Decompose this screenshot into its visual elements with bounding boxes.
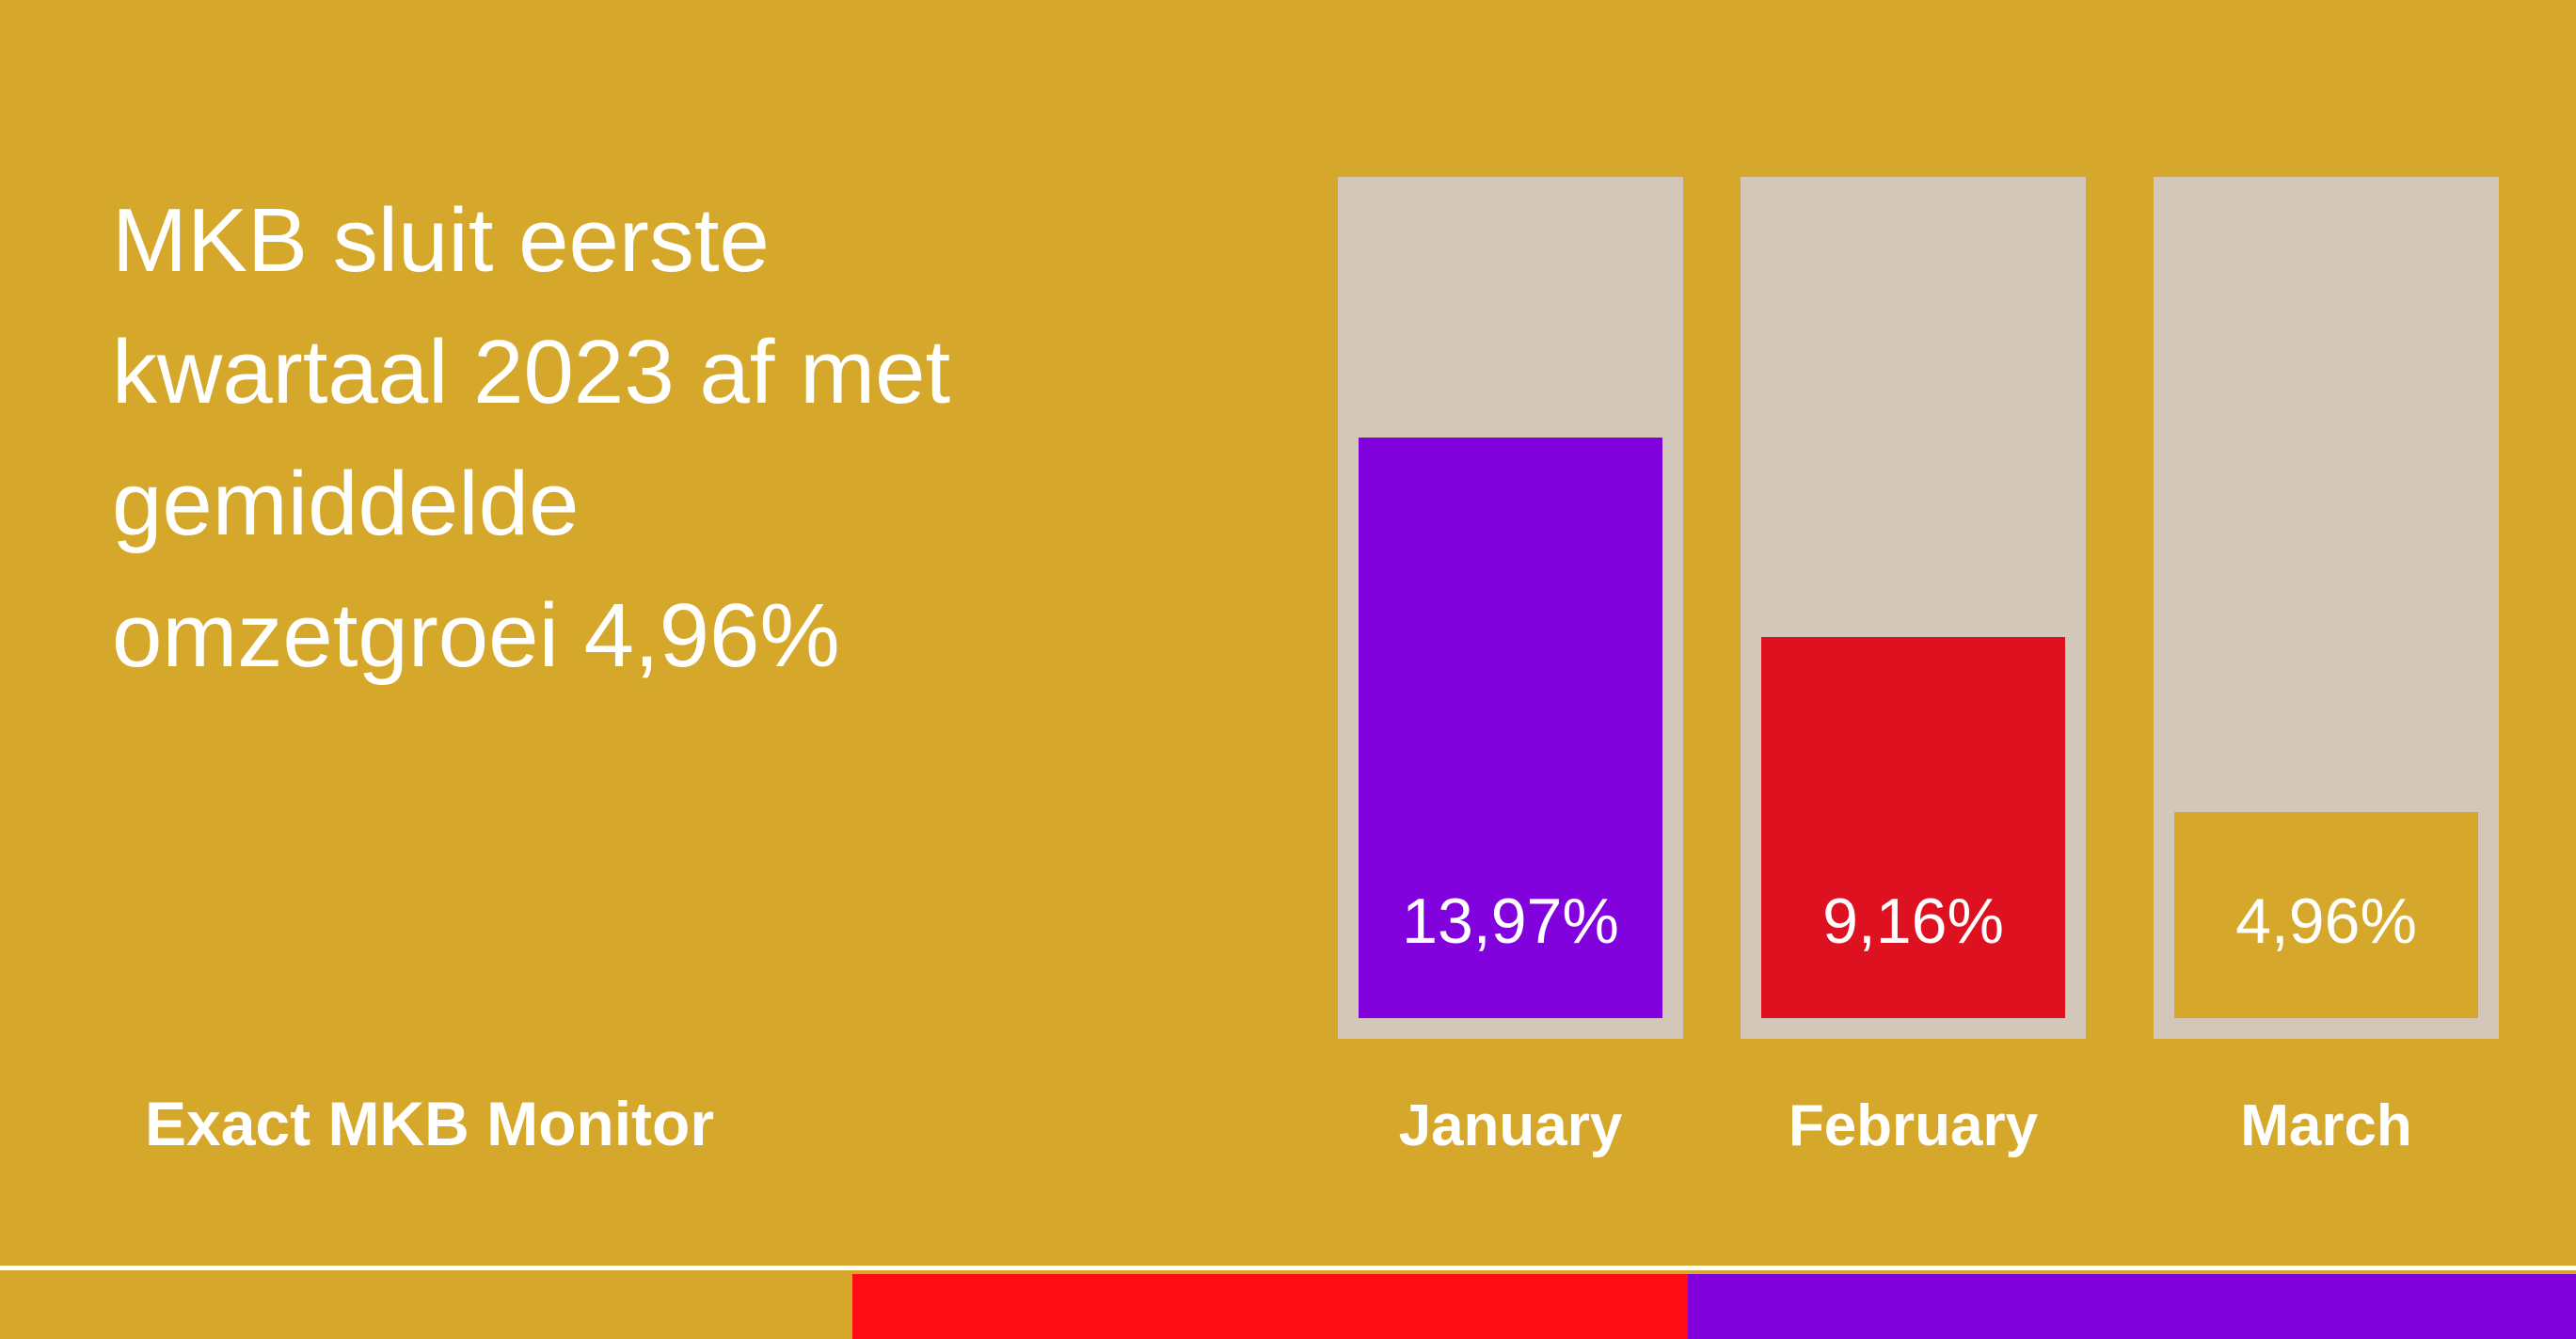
page-title-line: gemiddelde bbox=[112, 454, 580, 554]
bar-value-label-february: 9,16% bbox=[1822, 885, 2004, 957]
footer-stripe-segment-gold bbox=[0, 1274, 852, 1339]
brand-label: Exact MKB Monitor bbox=[145, 1089, 715, 1158]
page-title-line: omzetgroei 4,96% bbox=[112, 585, 840, 686]
page-title-line: kwartaal 2023 af met bbox=[112, 322, 951, 422]
footer-stripe-segment-red bbox=[852, 1274, 1688, 1339]
bar-value-label-march: 4,96% bbox=[2235, 885, 2417, 957]
bar-value-label-january: 13,97% bbox=[1402, 885, 1619, 957]
page-title-line: MKB sluit eerste bbox=[112, 190, 770, 291]
footer-divider-line bbox=[0, 1266, 2576, 1270]
bar-group-march: 4,96% March bbox=[2154, 177, 2499, 1158]
bar-february: 9,16% bbox=[1761, 637, 2065, 1018]
bar-category-label-february: February bbox=[1788, 1093, 2039, 1158]
footer-stripe-segment-purple bbox=[1687, 1274, 2576, 1339]
bar-category-label-march: March bbox=[2240, 1093, 2412, 1158]
bar-group-january: 13,97% January bbox=[1338, 177, 1683, 1158]
bar-group-february: 9,16% February bbox=[1741, 177, 2086, 1158]
bar-category-label-january: January bbox=[1398, 1093, 1623, 1158]
bar-january: 13,97% bbox=[1359, 438, 1662, 1018]
bar-march: 4,96% bbox=[2174, 812, 2478, 1018]
footer-color-stripe bbox=[0, 1274, 2576, 1339]
page-title: MKB sluit eerste kwartaal 2023 af met ge… bbox=[112, 175, 950, 702]
